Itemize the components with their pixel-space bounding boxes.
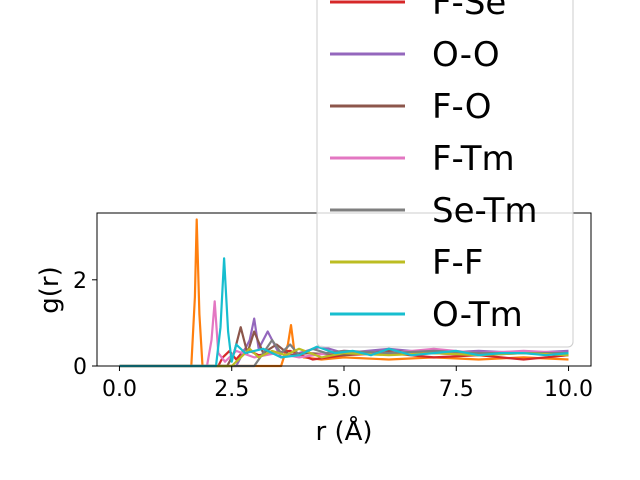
legend-label-o-tm: O-Tm <box>432 295 523 335</box>
y-tick-label: 0 <box>73 355 87 380</box>
x-tick-label: 0.0 <box>102 377 137 402</box>
series-line-o-tm <box>119 257 569 368</box>
legend-label-f-f: F-F <box>432 243 483 283</box>
series-line-f-f <box>119 347 569 368</box>
legend-box <box>316 0 574 348</box>
legend-label-se-tm: Se-Tm <box>432 191 538 231</box>
legend-label-o-o: O-O <box>432 35 500 75</box>
x-tick-label: 5.0 <box>327 377 362 402</box>
x-tick-label: 7.5 <box>439 377 474 402</box>
x-tick-label: 10.0 <box>544 377 593 402</box>
legend-label-f-o: F-O <box>432 87 492 127</box>
x-axis-label: r (Å) <box>315 415 372 447</box>
x-tick-label: 2.5 <box>214 377 249 402</box>
legend: F-Se O-O F-O F-Tm Se-Tm F-F O-Tm <box>316 0 574 348</box>
legend-label-f-se: F-Se <box>432 0 506 23</box>
y-axis-ticks: 02 <box>73 269 97 380</box>
legend-label-f-tm: F-Tm <box>432 139 515 179</box>
y-tick-label: 2 <box>73 269 87 294</box>
x-axis-ticks: 0.0 2.5 5.0 7.5 10.0 <box>102 366 593 402</box>
y-axis-label: g(r) <box>35 266 65 313</box>
plot-lines <box>119 218 569 368</box>
